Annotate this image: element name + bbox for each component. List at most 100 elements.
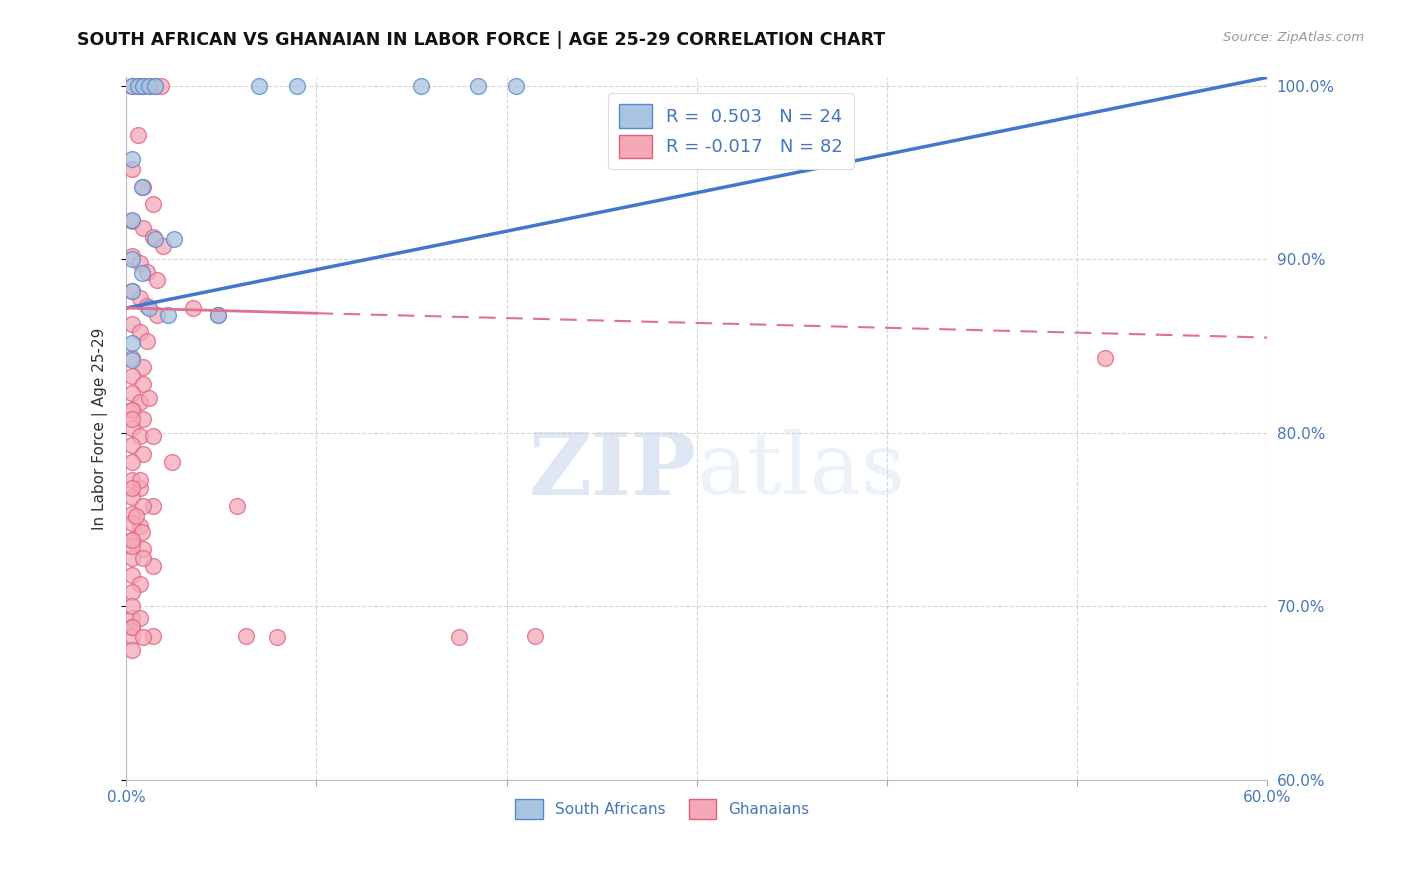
Point [266, 631, 288, 645]
Point [121, 412, 143, 426]
Point [181, 301, 204, 315]
Point [132, 499, 155, 513]
Point [127, 79, 149, 94]
Point [121, 152, 143, 166]
Text: atlas: atlas [697, 429, 905, 512]
Point [121, 550, 143, 565]
Point [121, 317, 143, 331]
Point [143, 79, 166, 94]
Point [127, 128, 149, 142]
Point [249, 79, 271, 94]
Point [121, 455, 143, 469]
Point [128, 256, 150, 270]
Point [143, 232, 166, 246]
Point [524, 629, 547, 643]
Point [132, 447, 155, 461]
Point [121, 368, 143, 383]
Point [121, 438, 143, 452]
Point [121, 284, 143, 298]
Point [121, 403, 143, 417]
Point [121, 353, 143, 368]
Point [132, 221, 155, 235]
Point [505, 79, 527, 94]
Point [131, 524, 153, 539]
Point [138, 391, 160, 405]
Point [157, 308, 180, 322]
Point [163, 232, 186, 246]
Point [142, 230, 165, 244]
Point [121, 386, 143, 401]
Point [142, 499, 165, 513]
Point [121, 568, 143, 582]
Point [121, 611, 143, 625]
Text: Source: ZipAtlas.com: Source: ZipAtlas.com [1223, 31, 1364, 45]
Point [142, 429, 165, 443]
Point [160, 455, 183, 469]
Point [121, 533, 143, 548]
Point [1094, 351, 1116, 366]
Point [132, 541, 155, 556]
Point [121, 490, 143, 504]
Point [131, 266, 153, 280]
Point [121, 629, 143, 643]
Point [146, 308, 169, 322]
Point [136, 334, 159, 348]
Point [128, 519, 150, 533]
Point [121, 351, 143, 366]
Point [121, 533, 143, 548]
Point [125, 509, 148, 524]
Point [449, 631, 471, 645]
Point [121, 79, 143, 94]
Point [121, 642, 143, 657]
Point [132, 79, 155, 94]
Point [121, 473, 143, 487]
Point [149, 79, 172, 94]
Point [128, 576, 150, 591]
Y-axis label: In Labor Force | Age 25-29: In Labor Force | Age 25-29 [93, 327, 108, 530]
Text: ZIP: ZIP [529, 429, 697, 513]
Point [225, 499, 247, 513]
Point [132, 550, 155, 565]
Point [138, 79, 160, 94]
Point [136, 299, 159, 313]
Point [235, 629, 257, 643]
Point [142, 559, 165, 574]
Point [121, 249, 143, 263]
Point [467, 79, 489, 94]
Point [132, 377, 155, 392]
Point [121, 516, 143, 530]
Point [143, 79, 166, 94]
Point [146, 273, 169, 287]
Point [142, 629, 165, 643]
Point [121, 585, 143, 599]
Point [152, 238, 174, 252]
Point [207, 308, 229, 322]
Point [121, 403, 143, 417]
Point [132, 79, 155, 94]
Point [128, 473, 150, 487]
Point [121, 620, 143, 634]
Point [121, 212, 143, 227]
Point [121, 335, 143, 350]
Point [136, 265, 159, 279]
Point [128, 611, 150, 625]
Point [121, 620, 143, 634]
Point [121, 539, 143, 553]
Point [127, 79, 149, 94]
Point [132, 412, 155, 426]
Point [121, 252, 143, 267]
Point [142, 197, 165, 211]
Point [132, 179, 155, 194]
Legend: South Africans, Ghanaians: South Africans, Ghanaians [509, 793, 815, 824]
Point [138, 79, 160, 94]
Point [121, 481, 143, 495]
Point [132, 631, 155, 645]
Point [128, 394, 150, 409]
Point [287, 79, 309, 94]
Point [121, 214, 143, 228]
Point [121, 420, 143, 434]
Text: SOUTH AFRICAN VS GHANAIAN IN LABOR FORCE | AGE 25-29 CORRELATION CHART: SOUTH AFRICAN VS GHANAIAN IN LABOR FORCE… [77, 31, 886, 49]
Point [121, 79, 143, 94]
Point [128, 429, 150, 443]
Point [207, 308, 229, 322]
